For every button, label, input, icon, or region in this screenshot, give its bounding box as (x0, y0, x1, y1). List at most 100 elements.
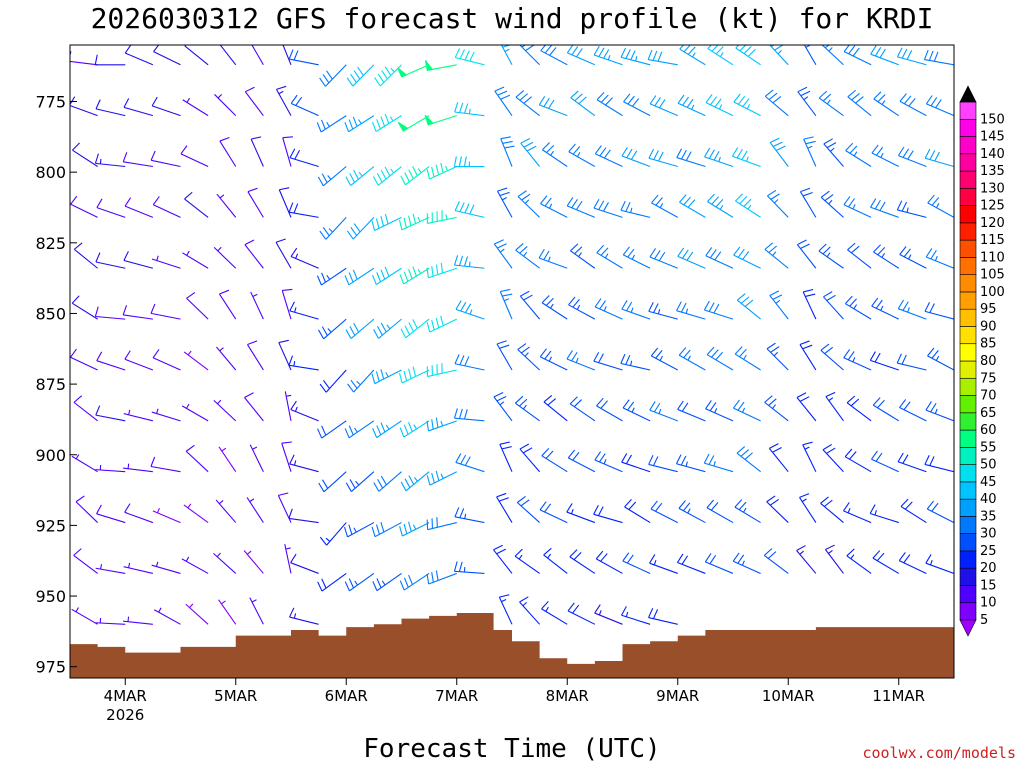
colorbar-swatch (959, 308, 977, 327)
wind-barb (288, 508, 319, 524)
y-tick-label: 775 (35, 93, 66, 112)
wind-barb (623, 93, 651, 117)
wind-barb (567, 602, 596, 625)
wind-barb (566, 350, 596, 371)
wind-barb (319, 217, 347, 240)
wind-barb (543, 395, 568, 422)
colorbar-label: 35 (980, 509, 997, 524)
x-tick-label: 7MAR (435, 687, 478, 705)
wind-barb (399, 420, 430, 438)
colorbar-label: 80 (980, 354, 997, 369)
wind-barb (897, 452, 927, 473)
wind-barb (289, 148, 319, 168)
colorbar-label: 85 (980, 337, 997, 352)
colorbar-label: 150 (980, 112, 1005, 127)
terrain-layer (70, 613, 954, 678)
colorbar-label: 5 (980, 613, 988, 628)
wind-barb (768, 443, 789, 473)
wind-barb (620, 200, 651, 218)
colorbar-label: 70 (980, 389, 997, 404)
wind-barb (219, 136, 237, 167)
wind-barb (596, 91, 623, 117)
wind-barb (96, 351, 126, 371)
wind-barb (541, 142, 568, 167)
wind-barb (218, 599, 237, 625)
wind-barb (844, 448, 872, 473)
wind-barb (244, 392, 264, 422)
wind-barb (500, 45, 513, 66)
colorbar-label: 60 (980, 423, 997, 438)
credit-link[interactable]: coolwx.com/models (862, 744, 1016, 762)
wind-barb (151, 96, 181, 117)
wind-barb (94, 54, 126, 66)
wind-barb (251, 45, 264, 66)
wind-barb (96, 504, 126, 524)
wind-barb (288, 202, 319, 218)
wind-barb (820, 496, 844, 523)
wind-barb (925, 401, 954, 422)
wind-barb (734, 499, 761, 524)
colorbar-swatch (959, 585, 977, 604)
wind-barb (371, 522, 402, 538)
wind-barb (514, 548, 540, 574)
wind-barb (869, 504, 899, 524)
wind-barb (870, 45, 899, 66)
wind-barb (621, 453, 651, 473)
wind-barb (498, 594, 513, 625)
wind-barb (927, 347, 954, 371)
wind-barb (519, 596, 541, 625)
wind-barb (676, 553, 706, 574)
wind-barb (426, 363, 457, 378)
wind-barb (455, 300, 485, 320)
wind-barb (183, 350, 209, 371)
wind-barb (820, 190, 844, 218)
wind-barb (426, 470, 457, 486)
wind-barb (290, 247, 319, 269)
wind-barb (288, 355, 319, 371)
wind-barb (622, 552, 651, 574)
wind-barb (184, 45, 209, 66)
colorbar: 5 10 15 20 25 30 35 40 45 50 55 60 65 70 75 80 85 90 95 100… (959, 85, 1005, 637)
wind-barb (567, 449, 596, 473)
wind-barb (124, 197, 154, 218)
wind-barb (651, 194, 679, 218)
wind-barb (825, 391, 844, 422)
colorbar-over-arrow (959, 85, 977, 103)
x-tick-label: 8MAR (546, 687, 589, 705)
wind-barb (213, 246, 237, 269)
wind-barb (246, 497, 264, 523)
colorbar-under-arrow (959, 619, 977, 637)
wind-barb (94, 306, 126, 320)
wind-barb (71, 454, 98, 473)
wind-barb (767, 189, 789, 218)
wind-barb (426, 315, 457, 333)
wind-barb (594, 298, 623, 320)
wind-barb (647, 49, 678, 66)
colorbar-swatch (959, 498, 977, 517)
wind-barb (493, 391, 513, 422)
wind-barb (620, 47, 651, 66)
wind-barb (675, 454, 706, 473)
wind-barb (869, 351, 899, 371)
wind-barb (797, 86, 817, 116)
wind-barb (344, 115, 375, 133)
colorbar-swatch (959, 447, 977, 465)
wind-barb (184, 191, 209, 218)
wind-barb (152, 196, 181, 218)
wind-barb (372, 166, 402, 186)
wind-barb (73, 548, 98, 574)
wind-barb (372, 266, 402, 286)
wind-barb (275, 238, 292, 269)
wind-barb (679, 194, 706, 218)
wind-barb (705, 247, 734, 269)
colorbar-label: 25 (980, 544, 997, 559)
wind-barb (455, 453, 485, 473)
wind-barb (123, 98, 154, 117)
wind-barb (676, 148, 706, 168)
wind-barb (594, 451, 623, 473)
wind-barb (319, 369, 347, 393)
wind-barb (924, 454, 954, 473)
wind-barb (316, 115, 347, 133)
wind-barb (823, 291, 844, 320)
